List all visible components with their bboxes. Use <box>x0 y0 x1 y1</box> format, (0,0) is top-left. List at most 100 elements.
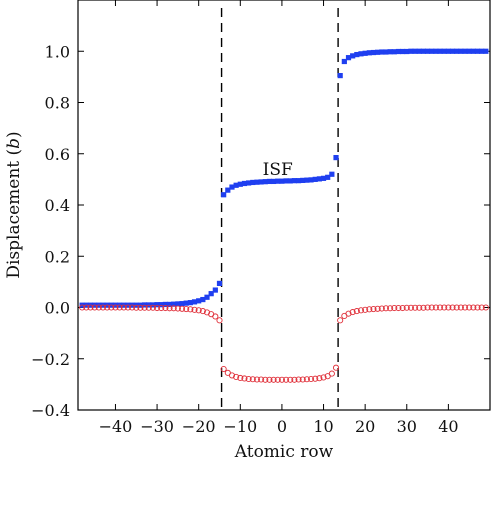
data-point-circle <box>187 306 194 313</box>
data-point-circle <box>120 304 127 311</box>
data-point-square <box>483 48 489 54</box>
data-point-circle <box>432 304 439 311</box>
data-point-square <box>408 48 414 54</box>
data-point-circle <box>374 305 381 312</box>
data-point-square <box>270 178 277 185</box>
data-point-square <box>437 48 443 54</box>
data-point-circle <box>129 304 136 311</box>
x-tick-label: −20 <box>182 417 216 436</box>
data-point-circle <box>253 376 260 383</box>
data-point-circle <box>158 304 165 312</box>
isf-annotation: ISF <box>263 160 293 180</box>
data-point-square <box>216 280 223 287</box>
data-point-square <box>366 50 372 56</box>
data-point-square <box>445 48 451 54</box>
data-point-circle <box>378 305 385 312</box>
data-point-square <box>171 301 177 307</box>
plot-frame <box>77 0 491 411</box>
data-point-circle <box>453 304 460 311</box>
data-point-square <box>229 184 235 190</box>
data-point-square <box>449 48 456 54</box>
data-point-square <box>479 48 485 54</box>
data-point-square <box>183 300 189 306</box>
data-point-circle <box>145 304 152 311</box>
data-point-circle <box>466 304 473 311</box>
data-point-circle <box>287 376 294 383</box>
data-point-circle <box>245 375 252 383</box>
x-tick-label: 0 <box>277 417 287 436</box>
data-point-square <box>208 291 214 297</box>
data-point-circle <box>191 306 198 313</box>
data-point-square <box>362 50 368 56</box>
data-point-square <box>166 301 173 308</box>
data-point-circle <box>104 304 111 311</box>
data-point-circle <box>457 304 464 311</box>
data-point-circle <box>308 375 315 383</box>
data-point-square <box>300 177 306 183</box>
data-point-circle <box>124 304 131 311</box>
data-point-square <box>358 51 364 57</box>
data-point-circle <box>382 305 390 312</box>
x-tick-label: 30 <box>397 417 417 436</box>
data-point-square <box>466 48 472 54</box>
y-tick-label: 0.8 <box>45 94 70 113</box>
data-point-circle <box>241 375 248 382</box>
data-point-circle <box>337 317 344 324</box>
data-point-square <box>158 302 164 308</box>
data-point-circle <box>99 304 107 311</box>
data-point-square <box>383 49 389 55</box>
data-point-square <box>400 48 406 55</box>
data-point-square <box>345 55 352 61</box>
data-point-circle <box>249 376 256 383</box>
data-point-square <box>266 178 273 185</box>
data-point-circle <box>362 306 369 313</box>
data-point-square <box>441 48 447 54</box>
data-point-square <box>279 178 285 184</box>
data-point-circle <box>212 313 219 320</box>
y-axis-title: Displacement (b) <box>4 131 24 278</box>
data-point-circle <box>395 304 402 312</box>
data-point-circle <box>449 304 456 311</box>
data-point-square <box>283 178 289 184</box>
x-tick-label: −10 <box>223 417 257 436</box>
data-point-circle <box>366 306 373 313</box>
data-point-square <box>258 179 264 185</box>
data-point-square <box>341 58 347 65</box>
data-point-square <box>387 49 393 55</box>
data-point-square <box>304 177 310 183</box>
data-point-circle <box>141 304 148 311</box>
data-point-circle <box>461 304 469 311</box>
data-point-square <box>404 48 410 55</box>
data-point-circle <box>437 304 444 311</box>
data-point-circle <box>353 308 360 315</box>
data-point-square <box>433 48 439 54</box>
data-point-circle <box>299 376 306 383</box>
data-point-circle <box>228 372 236 379</box>
data-point-square <box>333 154 339 161</box>
y-tick-label: 1.0 <box>45 42 70 61</box>
data-point-square <box>162 301 168 308</box>
data-point-square <box>416 48 422 54</box>
data-point-circle <box>87 304 94 311</box>
data-point-circle <box>387 305 394 312</box>
data-point-square <box>233 182 239 188</box>
y-tick-label: 0.4 <box>45 196 70 215</box>
data-point-square <box>295 178 302 184</box>
x-tick-label: −40 <box>99 417 133 436</box>
data-point-square <box>154 302 160 308</box>
data-point-square <box>474 48 481 54</box>
data-point-circle <box>233 373 240 380</box>
data-point-square <box>246 180 252 186</box>
data-point-square <box>395 48 402 55</box>
data-point-circle <box>291 376 298 383</box>
data-point-square <box>187 300 193 306</box>
data-point-square <box>291 178 298 184</box>
data-point-square <box>350 53 356 59</box>
data-point-circle <box>116 304 123 311</box>
data-point-circle <box>482 304 489 311</box>
x-axis-title: Atomic row <box>234 442 334 462</box>
data-point-circle <box>108 304 115 311</box>
data-point-square <box>312 176 318 182</box>
data-point-circle <box>195 307 202 314</box>
data-point-circle <box>174 305 181 312</box>
